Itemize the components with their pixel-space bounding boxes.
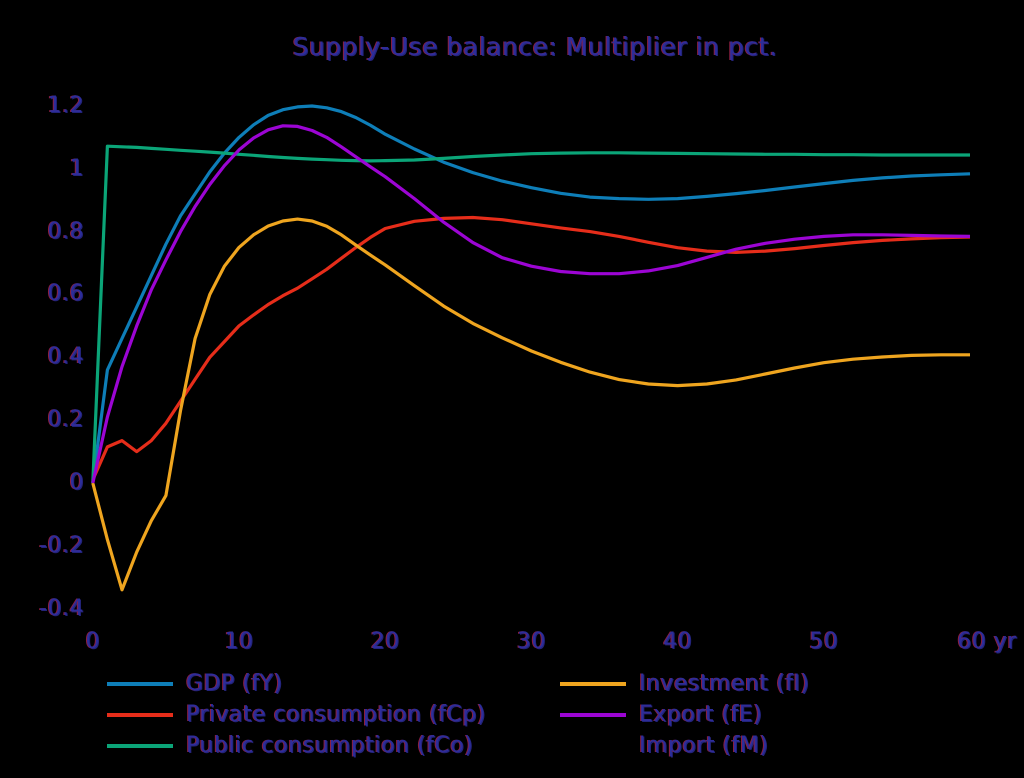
legend-line-swatch-private-consumption — [107, 712, 173, 717]
legend-line-swatch-export — [560, 712, 626, 717]
x-tick-label: 10 — [224, 629, 254, 654]
legend-column-2: Investment (fI) Export (fE) Import (fM) — [560, 668, 810, 761]
x-tick-label: 0 — [85, 629, 101, 654]
y-tick-label: 1.2 — [47, 92, 84, 118]
legend-line-swatch-investment — [560, 681, 626, 686]
legend-column-1: GDP (fY) Private consumption (fCp) Public … — [107, 668, 486, 761]
legend-item-label: GDP (fY) — [186, 671, 283, 696]
legend-item-label: Public consumption (fCo) — [186, 733, 474, 758]
y-tick-label: 0.6 — [47, 281, 84, 307]
y-tick-label: -0.4 — [39, 595, 84, 621]
legend-item-label: Export (fE) — [639, 702, 763, 727]
chart-title: Supply-Use balance: Multiplier in pct. — [292, 32, 778, 61]
legend-item-label: Private consumption (fCp) — [186, 702, 486, 727]
y-tick-label: 0 — [69, 470, 84, 495]
legend-item-investment: Investment (fI) — [560, 668, 810, 699]
legend-item-import: Import (fM) — [560, 730, 810, 761]
y-tick-label: 0.4 — [47, 344, 84, 370]
x-tick-label: 60 yr — [957, 629, 1017, 654]
legend-line-swatch-gdp — [107, 681, 173, 686]
x-tick-label: 30 — [516, 629, 546, 654]
legend-item-gdp: GDP (fY) — [107, 668, 486, 699]
y-tick-label: 0.8 — [47, 218, 84, 244]
legend-line-swatch-import — [560, 743, 626, 748]
legend-item-export: Export (fE) — [560, 699, 810, 730]
legend-item-label: Import (fM) — [639, 733, 769, 758]
y-tick-label: 1 — [69, 155, 84, 181]
series-line-gdp — [91, 104, 971, 484]
legend-item-label: Investment (fI) — [639, 671, 810, 696]
legend-item-private-consumption: Private consumption (fCp) — [107, 699, 486, 730]
series-line-public-consumption — [91, 144, 970, 484]
y-tick-label: -0.2 — [39, 532, 84, 558]
legend-item-public-consumption: Public consumption (fCo) — [107, 730, 486, 761]
x-tick-label: 20 — [370, 629, 400, 654]
series-line-export — [91, 124, 971, 484]
series-line-private-consumption — [91, 215, 971, 481]
y-tick-label: 0.2 — [47, 407, 84, 433]
x-tick-label: 50 — [809, 629, 839, 654]
x-tick-label: 40 — [663, 629, 693, 654]
series-line-investment — [91, 217, 970, 592]
legend-line-swatch-public-consumption — [107, 743, 173, 748]
